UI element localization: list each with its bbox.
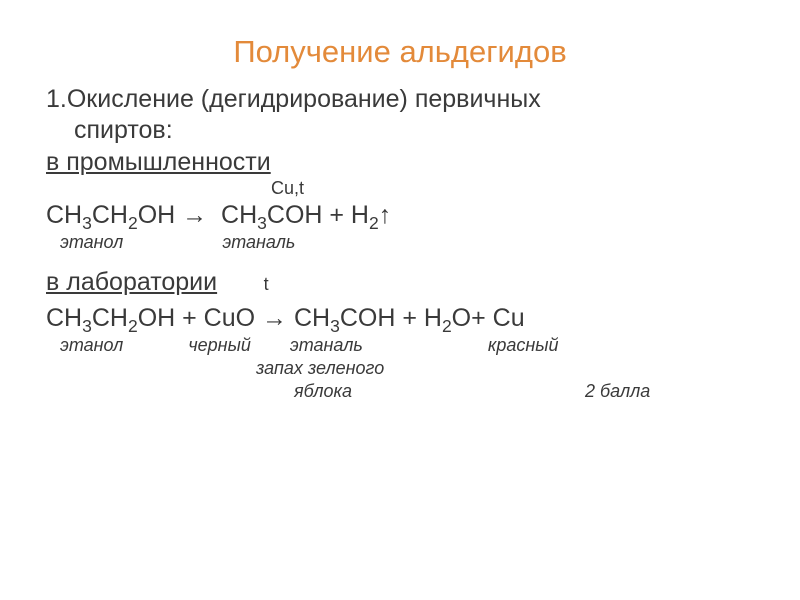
eq2-c: OH + CuO → CH <box>138 304 330 332</box>
eq2-b: CH <box>92 304 128 332</box>
label-ethanol-1: этанол <box>60 232 123 253</box>
slide-container: Получение альдегидов 1.Окисление (дегидр… <box>0 0 800 600</box>
eq1-ch2: CH <box>92 201 128 229</box>
eq2-s1: 3 <box>82 316 92 336</box>
catalyst-lab: t <box>264 274 269 294</box>
point1-line1: 1.Окисление (дегидрирование) первичных <box>46 84 754 115</box>
eq2-labels-row1: этанол черный этаналь красный <box>46 335 754 356</box>
eq1-uparrow: ↑ <box>379 201 392 229</box>
label-ethanal-2: этаналь <box>290 335 363 356</box>
eq1-arrow: → <box>175 201 214 229</box>
eq1-ch3: CH <box>46 201 82 229</box>
eq2-s3: 3 <box>330 316 340 336</box>
eq1-sub4: 2 <box>369 213 379 233</box>
eq2-a: CH <box>46 304 82 332</box>
lab-heading: в лаборатории <box>46 268 217 296</box>
label-black: черный <box>188 335 251 356</box>
equation-lab: CH3CH2OH + CuO → CH3COH + H2O+ Cu <box>46 304 754 333</box>
eq1-labels: этанол этаналь <box>46 232 754 253</box>
label-ethanol-2: этанол <box>60 335 123 356</box>
catalyst-industry: Cu,t <box>271 178 754 199</box>
point1-line2: спиртов: <box>74 115 754 146</box>
points-label: 2 балла <box>585 381 650 402</box>
eq1-sub1: 3 <box>82 213 92 233</box>
eq1-sub3: 3 <box>257 213 267 233</box>
eq1-r1: CH <box>221 201 257 229</box>
eq2-s2: 2 <box>128 316 138 336</box>
eq1-r2: COH + H <box>267 201 369 229</box>
label-red: красный <box>488 335 559 356</box>
industry-heading: в промышленности <box>46 147 271 178</box>
eq2-labels-row2: запах зеленого <box>46 358 754 379</box>
lab-heading-row: в лаборатории t <box>46 267 754 298</box>
label-ethanal-1: этаналь <box>222 232 295 253</box>
eq1-oh: OH <box>138 201 176 229</box>
eq2-s4: 2 <box>442 316 452 336</box>
slide-title: Получение альдегидов <box>46 34 754 70</box>
label-smell: запах зеленого <box>256 358 384 379</box>
eq1-sub2: 2 <box>128 213 138 233</box>
eq2-e: O+ Cu <box>452 304 525 332</box>
eq2-d: COH + H <box>340 304 442 332</box>
eq2-labels-row3: яблока 2 балла <box>46 381 754 402</box>
label-apple: яблока <box>294 381 352 402</box>
equation-industry: CH3CH2OH → CH3COH + H2↑ <box>46 201 754 230</box>
